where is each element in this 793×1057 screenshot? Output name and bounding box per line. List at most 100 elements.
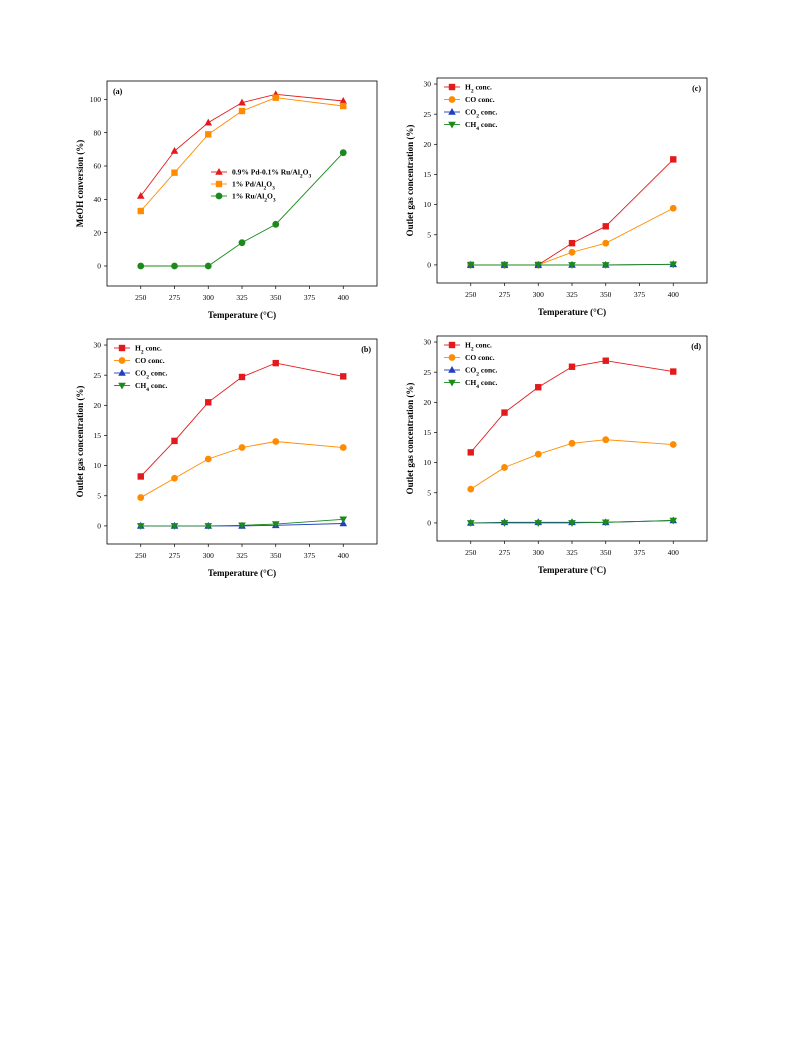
x-tick-label: 350	[600, 548, 612, 557]
data-point	[568, 240, 576, 247]
x-tick-label: 400	[668, 290, 680, 299]
data-point	[568, 363, 576, 370]
data-point	[535, 384, 542, 391]
data-point	[568, 262, 576, 269]
data-point	[467, 485, 475, 493]
x-tick-label: 375	[304, 293, 316, 302]
data-point	[272, 220, 280, 228]
series-0	[467, 357, 677, 456]
legend-marker	[448, 379, 456, 387]
x-tick-label: 275	[499, 548, 511, 557]
data-point	[238, 373, 246, 381]
x-axis-label: Temperature (°C)	[208, 568, 276, 578]
y-tick-label: 15	[94, 431, 102, 440]
panel-label: (b)	[361, 345, 371, 354]
data-point	[534, 262, 543, 269]
legend-marker	[448, 83, 456, 91]
data-point	[602, 239, 610, 247]
y-tick-label: 15	[424, 170, 432, 179]
legend-marker	[118, 382, 126, 390]
legend-label: CO conc.	[135, 356, 165, 365]
data-point	[601, 262, 610, 269]
y-tick-label: 25	[94, 371, 102, 380]
chart-panel-a: 250 275 300 325 350 375 400 0 20 40 60 80 100 Tempera…	[75, 75, 385, 330]
legend-marker	[448, 341, 456, 349]
data-point	[272, 438, 280, 445]
legend-label: H2 conc.	[465, 341, 492, 353]
data-point	[568, 248, 576, 256]
legend-label: CO2 conc.	[135, 369, 167, 381]
data-point	[238, 239, 246, 247]
x-tick-label: 375	[634, 548, 646, 557]
data-point	[170, 147, 179, 154]
panel-label: (d)	[691, 342, 701, 351]
legend-label: CH4 conc.	[465, 120, 497, 132]
panel-label: (a)	[113, 87, 123, 96]
data-point	[137, 207, 144, 215]
x-tick-label: 400	[338, 551, 350, 560]
series-line	[140, 152, 344, 267]
data-point	[501, 464, 508, 471]
y-tick-label: 60	[94, 162, 102, 171]
legend-marker	[448, 354, 456, 361]
y-tick-label: 5	[97, 491, 101, 500]
y-tick-label: 20	[94, 401, 102, 410]
legend-marker	[118, 357, 126, 364]
legend-label: CO conc.	[465, 353, 495, 362]
y-axis-label: Outlet gas concentration (%)	[405, 383, 415, 495]
data-point	[171, 262, 178, 270]
series-3	[466, 517, 678, 527]
data-point	[602, 357, 609, 364]
legend-label: CO2 conc.	[465, 108, 497, 120]
chart-b-svg: 250 275 300 325 350 375 400 0 5 10 15 20 25 30 Tempera…	[75, 338, 378, 578]
legend-label: CO2 conc.	[465, 366, 497, 378]
legend-label: H2 conc.	[135, 344, 162, 356]
chart-panel-c: 250 275 300 325 350 375 400 0 5 10 15 20 25 30 Tempera…	[405, 72, 715, 327]
data-point	[534, 450, 542, 458]
series-2	[137, 149, 347, 270]
x-axis-label: Temperature (°C)	[538, 307, 606, 317]
chart-panel-b: 250 275 300 325 350 375 400 0 5 10 15 20 25 30 Tempera…	[75, 333, 385, 588]
legend-marker	[118, 369, 126, 376]
series-1	[137, 438, 347, 501]
data-point	[602, 436, 610, 444]
series-line	[470, 207, 674, 266]
data-point	[669, 517, 678, 525]
y-tick-label: 10	[424, 458, 432, 467]
x-tick-label: 375	[304, 551, 316, 560]
series-1	[467, 436, 677, 493]
y-tick-label: 30	[94, 341, 102, 350]
legend-marker	[215, 192, 223, 200]
data-point	[602, 223, 609, 230]
data-point	[670, 156, 677, 163]
data-point	[137, 262, 145, 270]
data-point	[204, 262, 212, 270]
series-line	[470, 520, 674, 524]
y-tick-label: 30	[424, 338, 432, 347]
series-line	[470, 263, 674, 266]
data-point	[171, 169, 178, 176]
data-point	[272, 94, 279, 101]
chart-panel-d: 250 275 300 325 350 375 400 0 5 10 15 20 25 30 Tempera…	[405, 330, 715, 585]
legend: H2 conc.CO conc. CO2 conc.CH4 conc.	[444, 341, 497, 390]
x-tick-label: 350	[270, 551, 282, 560]
y-tick-label: 25	[424, 110, 432, 119]
data-point	[339, 444, 347, 451]
series-line	[470, 439, 674, 490]
x-tick-label: 300	[203, 293, 215, 302]
x-axis-label: Temperature (°C)	[208, 310, 276, 320]
data-point	[340, 373, 347, 380]
data-point	[271, 521, 280, 529]
data-point	[238, 522, 246, 530]
legend-marker	[448, 96, 456, 103]
y-tick-label: 0	[427, 261, 431, 270]
panel-label: (c)	[692, 84, 701, 93]
x-tick-label: 275	[499, 290, 511, 299]
plot-frame	[106, 338, 378, 545]
legend-marker	[448, 108, 456, 115]
series-1	[137, 94, 347, 215]
data-point	[670, 368, 677, 375]
series-line	[140, 97, 344, 212]
legend-marker	[215, 180, 223, 188]
data-point	[171, 474, 178, 482]
